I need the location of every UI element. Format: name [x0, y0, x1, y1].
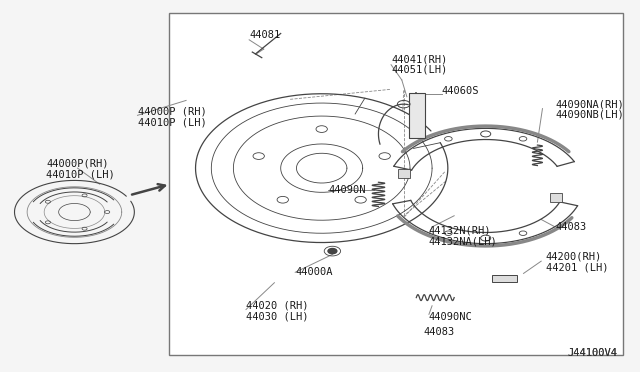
- Bar: [398, 169, 410, 179]
- Text: 44201 (LH): 44201 (LH): [546, 262, 608, 272]
- Text: 44081: 44081: [249, 31, 280, 40]
- Text: 44000A: 44000A: [295, 267, 333, 277]
- Text: 44051(LH): 44051(LH): [391, 65, 447, 75]
- Text: 44090N: 44090N: [328, 185, 365, 195]
- Text: 44200(RH): 44200(RH): [546, 252, 602, 262]
- Circle shape: [328, 248, 337, 254]
- Text: 44083: 44083: [424, 327, 455, 337]
- Text: 44000P (RH): 44000P (RH): [138, 107, 206, 116]
- Bar: [169, 13, 623, 355]
- Text: 44090NC: 44090NC: [429, 312, 473, 322]
- Text: 44020 (RH): 44020 (RH): [246, 301, 308, 311]
- Text: 44041(RH): 44041(RH): [391, 55, 447, 64]
- Text: 44083: 44083: [555, 222, 586, 232]
- Text: 44010P (LH): 44010P (LH): [138, 117, 206, 127]
- Text: J44100V4: J44100V4: [567, 348, 617, 358]
- Text: 44090NB(LH): 44090NB(LH): [555, 110, 624, 119]
- Text: 44132NA(LH): 44132NA(LH): [429, 236, 498, 246]
- Text: 44030 (LH): 44030 (LH): [246, 311, 308, 321]
- Text: 44010P (LH): 44010P (LH): [46, 169, 115, 179]
- Text: J44100V4: J44100V4: [567, 348, 617, 358]
- Text: 44000P(RH): 44000P(RH): [46, 159, 109, 169]
- Bar: [550, 193, 562, 202]
- Text: 44132N(RH): 44132N(RH): [429, 226, 492, 235]
- Text: 44090NA(RH): 44090NA(RH): [555, 99, 624, 109]
- Text: 44060S: 44060S: [442, 86, 479, 96]
- Bar: [409, 93, 424, 138]
- Bar: [492, 275, 517, 282]
